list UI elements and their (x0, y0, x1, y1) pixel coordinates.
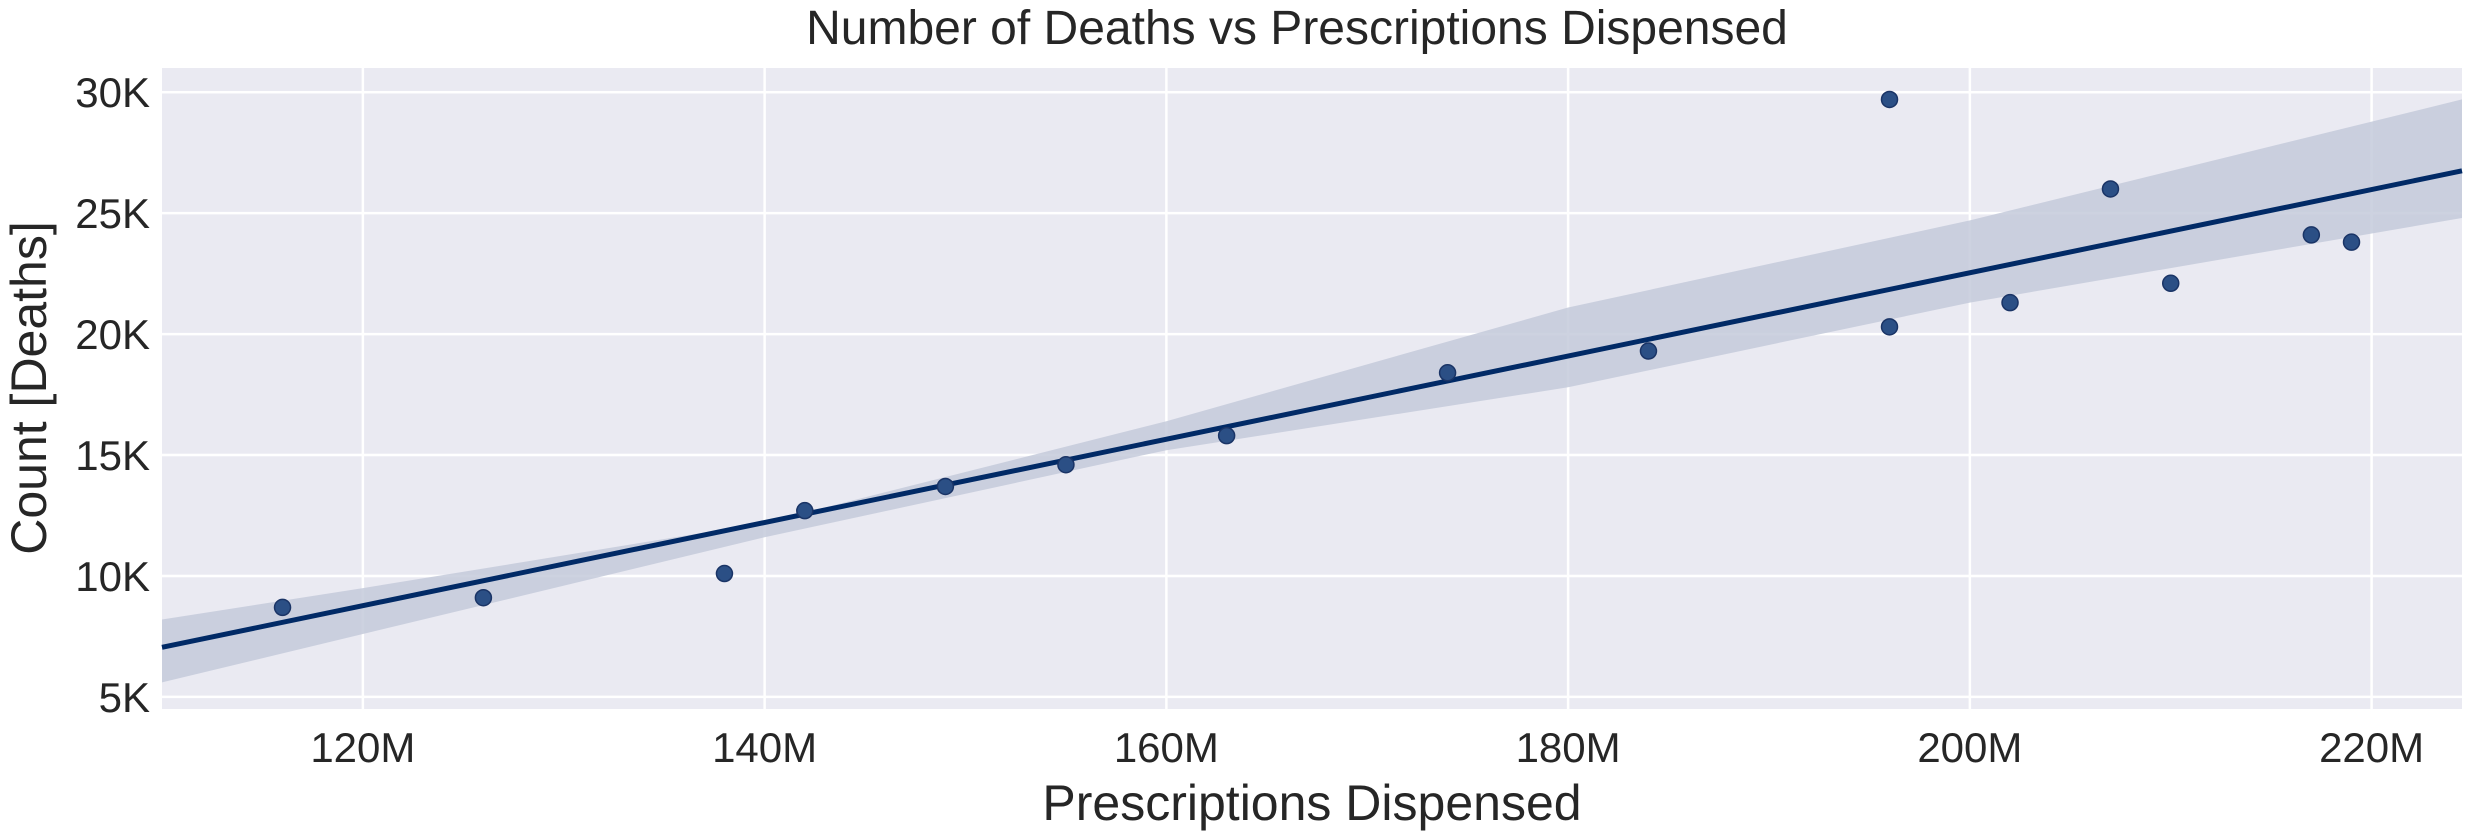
y-tick-label: 30K (75, 69, 150, 116)
y-tick-labels: 5K 10K 15K 20K 25K 30K (75, 69, 150, 721)
x-tick-labels: 120M 140M 160M 180M 200M 220M (310, 724, 2424, 771)
y-tick-label: 15K (75, 432, 150, 479)
data-point (2302, 226, 2321, 244)
x-tick-label: 160M (1114, 724, 1219, 771)
data-point (715, 564, 734, 583)
x-tick-label: 220M (2319, 724, 2424, 771)
regression-line (161, 168, 2463, 650)
y-tick-label: 20K (75, 311, 150, 358)
y-axis-title: Count [Deaths] (1, 221, 57, 555)
data-point (1880, 318, 1899, 336)
data-point (1880, 90, 1899, 109)
x-axis-title: Prescriptions Dispensed (1042, 775, 1581, 831)
data-point (1057, 455, 1075, 474)
data-point (796, 501, 814, 520)
x-tick-label: 200M (1917, 724, 2022, 771)
y-tick-label: 10K (75, 553, 150, 600)
y-tick-label: 5K (99, 674, 150, 721)
data-point (1217, 426, 1236, 445)
data-point (2101, 180, 2120, 198)
data-point (1438, 364, 1457, 382)
points-layer (273, 90, 2361, 617)
confidence-band-layer (162, 99, 2462, 683)
data-point (2342, 233, 2361, 251)
x-tick-label: 140M (712, 724, 817, 771)
data-point (474, 588, 493, 607)
data-point (936, 477, 955, 496)
data-point (273, 598, 292, 617)
chart-title: Number of Deaths vs Prescriptions Dispen… (806, 2, 1788, 55)
y-tick-label: 25K (75, 190, 150, 237)
confidence-band (162, 99, 2462, 683)
data-point (2161, 274, 2180, 293)
data-point (1639, 342, 1658, 360)
regression-line-layer (161, 168, 2463, 650)
data-point (2001, 293, 2019, 312)
x-tick-label: 180M (1516, 724, 1621, 771)
x-tick-label: 120M (310, 724, 415, 771)
